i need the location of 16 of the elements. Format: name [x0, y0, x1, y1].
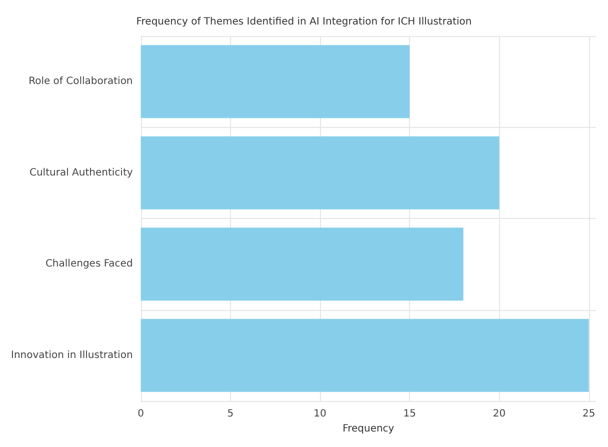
bar [140, 228, 464, 301]
y-tick-label: Role of Collaboration [28, 76, 133, 88]
x-tick-label: 25 [582, 408, 596, 420]
x-tick-label: 20 [492, 408, 506, 420]
x-axis-title: Frequency [342, 423, 394, 434]
y-tick-label: Challenges Faced [45, 258, 133, 270]
x-tick-label: 10 [314, 408, 326, 420]
bar [140, 318, 589, 392]
x-tick-label: 5 [227, 408, 234, 420]
y-tick-label: Cultural Authenticity [29, 167, 133, 178]
x-tick-label: 0 [138, 408, 144, 420]
y-tick-label: Innovation in Illustration [10, 350, 133, 361]
x-tick-label: 15 [403, 408, 416, 420]
bar [140, 136, 500, 210]
chart-title: Frequency of Themes Identified in AI Integration for ICH Illustration [136, 16, 472, 28]
bar [140, 45, 410, 118]
